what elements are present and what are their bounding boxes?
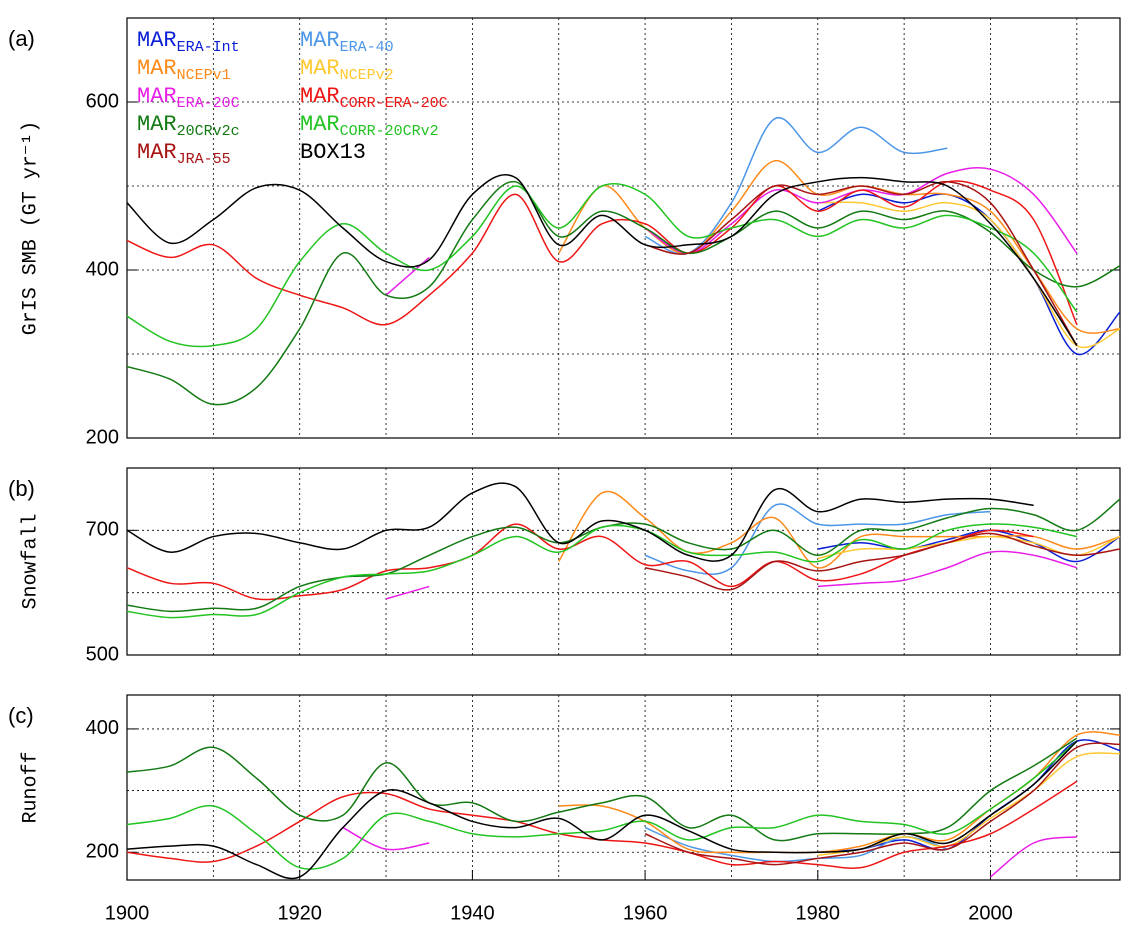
series-line xyxy=(126,740,1078,880)
y-tick-label: 400 xyxy=(86,717,119,739)
series-line xyxy=(644,116,948,255)
legend-subscript: 20CRv2c xyxy=(177,123,240,140)
legend-name: MAR xyxy=(137,140,177,165)
y-tick-label: 400 xyxy=(86,258,119,280)
legend-subscript: JRA-55 xyxy=(177,151,231,168)
y-tick-label: 500 xyxy=(86,643,119,665)
x-tick-label: 1920 xyxy=(277,902,322,924)
legend-entry: MARJRA-55 xyxy=(137,140,231,168)
legend-entry: MARNCEPv2 xyxy=(300,56,394,84)
x-tick-label: 1980 xyxy=(796,902,841,924)
panel-label: (c) xyxy=(8,703,34,728)
series-line xyxy=(817,201,1121,349)
series-line xyxy=(817,193,1121,356)
series-line xyxy=(126,498,1121,613)
x-tick-label: 2000 xyxy=(968,902,1013,924)
plot-frame xyxy=(126,17,1121,439)
legend-subscript: CORR-20CRv2 xyxy=(340,123,439,140)
series-line xyxy=(644,826,948,863)
plot-frame xyxy=(126,694,1121,881)
y-axis-label: Runoff xyxy=(19,751,42,823)
legend-name: MAR xyxy=(300,84,340,109)
series-line xyxy=(385,167,1078,296)
series-line xyxy=(558,731,1121,854)
legend-entry: MARCORR-20CRv2 xyxy=(300,112,439,140)
y-axis-label: GrIS SMB (GT yr⁻¹) xyxy=(19,121,42,336)
series-line xyxy=(126,181,1121,406)
plot-frame xyxy=(126,467,1121,656)
legend-entry: MARNCEPv1 xyxy=(137,56,231,84)
panel-label: (a) xyxy=(8,26,35,51)
series-line xyxy=(644,181,1078,346)
legend-entry: BOX13 xyxy=(300,140,366,165)
panel: 200 400 1900 1920 1940 1960 1980 2000 (c) Runoff xyxy=(8,694,1121,924)
y-tick-label: 200 xyxy=(86,426,119,448)
series-line xyxy=(126,737,1078,842)
series-line xyxy=(126,174,1078,347)
y-tick-label: 200 xyxy=(86,841,119,863)
series-line xyxy=(817,529,1121,563)
series-line xyxy=(126,523,1077,619)
legend-name: MAR xyxy=(137,112,177,137)
y-tick-label: 700 xyxy=(86,519,119,541)
series-line xyxy=(342,826,1077,878)
legend-name: MAR xyxy=(137,28,177,53)
series-line xyxy=(385,550,1078,600)
series-line xyxy=(126,482,1034,562)
panel: 500 700 (b) Snowfall xyxy=(8,467,1121,665)
y-axis-label: Snowfall xyxy=(19,513,42,609)
legend-name: MAR xyxy=(137,84,177,109)
legend-subscript: ERA-20C xyxy=(177,95,240,112)
series-line xyxy=(558,160,1121,334)
series-line xyxy=(644,503,991,575)
y-tick-label: 600 xyxy=(86,90,119,112)
legend-entry: MARERA-20C xyxy=(137,84,240,112)
x-tick-label: 1900 xyxy=(105,902,150,924)
series-line xyxy=(126,183,1078,348)
legend-subscript: NCEPv1 xyxy=(177,67,231,84)
x-tick-label: 1960 xyxy=(623,902,668,924)
legend-subscript: NCEPv2 xyxy=(340,67,394,84)
series-line xyxy=(644,742,1121,866)
series-line xyxy=(817,752,1121,857)
legend-entry: MARERA-Int xyxy=(137,28,240,56)
legend-name: MAR xyxy=(300,28,340,53)
legend-name: MAR xyxy=(137,56,177,81)
series-line xyxy=(126,780,1078,869)
legend-subscript: ERA-40 xyxy=(340,39,394,56)
legend-name: MAR xyxy=(300,56,340,81)
legend-name: BOX13 xyxy=(300,140,366,165)
series-line xyxy=(644,532,1121,591)
panel-label: (b) xyxy=(8,476,35,501)
series-line xyxy=(126,180,1078,326)
legend-entry: MAR20CRv2c xyxy=(137,112,240,140)
legend-entry: MARERA-40 xyxy=(300,28,394,56)
legend-name: MAR xyxy=(300,112,340,137)
legend-subscript: CORR-ERA-20C xyxy=(340,95,448,112)
x-tick-label: 1940 xyxy=(450,902,495,924)
legend-subscript: ERA-Int xyxy=(177,39,240,56)
series-line xyxy=(126,740,1078,870)
legend-entry: MARCORR-ERA-20C xyxy=(300,84,448,112)
